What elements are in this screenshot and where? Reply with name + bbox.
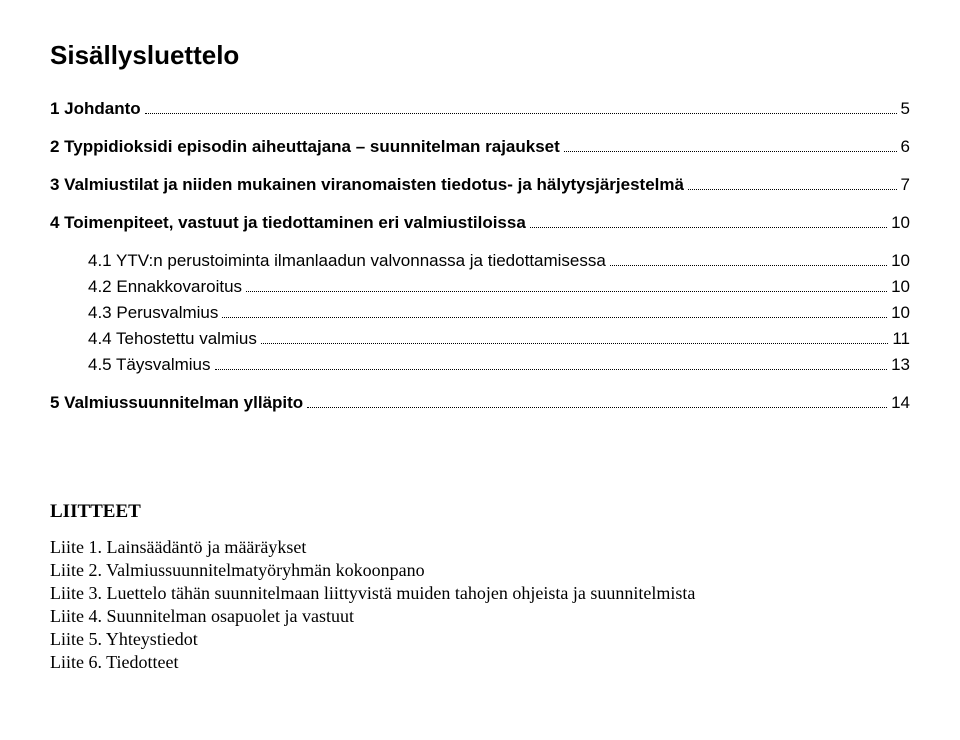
toc-entry-page: 10: [891, 277, 910, 297]
toc-entry: 4.4 Tehostettu valmius 11: [50, 329, 910, 349]
toc-entry-page: 13: [891, 355, 910, 375]
toc-entry-label: 5 Valmiussuunnitelman ylläpito: [50, 393, 303, 413]
toc-entry-label: 4.3 Perusvalmius: [88, 303, 218, 323]
appendix-item: Liite 6. Tiedotteet: [50, 652, 910, 673]
appendix-heading: LIITTEET: [50, 501, 910, 523]
document-title: Sisällysluettelo: [50, 40, 910, 71]
toc-entry: 2 Typpidioksidi episodin aiheuttajana – …: [50, 137, 910, 157]
toc-leader: [261, 343, 889, 344]
toc-leader: [530, 227, 887, 228]
toc-entry: 3 Valmiustilat ja niiden mukainen virano…: [50, 175, 910, 195]
toc-entry-label: 1 Johdanto: [50, 99, 141, 119]
toc-leader: [688, 189, 897, 190]
toc-entry-page: 5: [901, 99, 910, 119]
toc-entry-label: 4.4 Tehostettu valmius: [88, 329, 257, 349]
toc-entry: 4.1 YTV:n perustoiminta ilmanlaadun valv…: [50, 251, 910, 271]
appendix-item: Liite 3. Luettelo tähän suunnitelmaan li…: [50, 583, 910, 604]
toc-entry: 1 Johdanto 5: [50, 99, 910, 119]
toc-entry-label: 4.1 YTV:n perustoiminta ilmanlaadun valv…: [88, 251, 606, 271]
appendix-item: Liite 5. Yhteystiedot: [50, 629, 910, 650]
appendix-item: Liite 1. Lainsäädäntö ja määräykset: [50, 537, 910, 558]
toc-leader: [246, 291, 887, 292]
toc-entry: 4.3 Perusvalmius 10: [50, 303, 910, 323]
toc-entry-page: 7: [901, 175, 910, 195]
appendix-item: Liite 4. Suunnitelman osapuolet ja vastu…: [50, 606, 910, 627]
toc-leader: [610, 265, 887, 266]
toc-entry: 5 Valmiussuunnitelman ylläpito 14: [50, 393, 910, 413]
toc-entry-page: 10: [891, 251, 910, 271]
appendix-list: Liite 1. Lainsäädäntö ja määräyksetLiite…: [50, 537, 910, 673]
table-of-contents: 1 Johdanto 5 2 Typpidioksidi episodin aihe…: [50, 99, 910, 413]
toc-entry-label: 4 Toimenpiteet, vastuut ja tiedottaminen…: [50, 213, 526, 233]
toc-entry-label: 4.5 Täysvalmius: [88, 355, 211, 375]
toc-entry-label: 2 Typpidioksidi episodin aiheuttajana – …: [50, 137, 560, 157]
spacer: [50, 431, 910, 501]
toc-entry: 4 Toimenpiteet, vastuut ja tiedottaminen…: [50, 213, 910, 233]
toc-leader: [564, 151, 897, 152]
appendix-item: Liite 2. Valmiussuunnitelmatyöryhmän kok…: [50, 560, 910, 581]
toc-entry-page: 6: [901, 137, 910, 157]
toc-entry: 4.5 Täysvalmius 13: [50, 355, 910, 375]
toc-leader: [215, 369, 888, 370]
toc-entry-page: 14: [891, 393, 910, 413]
toc-entry-label: 3 Valmiustilat ja niiden mukainen virano…: [50, 175, 684, 195]
toc-leader: [222, 317, 887, 318]
toc-entry-page: 11: [892, 329, 910, 349]
toc-entry-label: 4.2 Ennakkovaroitus: [88, 277, 242, 297]
toc-entry: 4.2 Ennakkovaroitus 10: [50, 277, 910, 297]
toc-leader: [307, 407, 887, 408]
toc-leader: [145, 113, 897, 114]
toc-entry-page: 10: [891, 303, 910, 323]
toc-entry-page: 10: [891, 213, 910, 233]
